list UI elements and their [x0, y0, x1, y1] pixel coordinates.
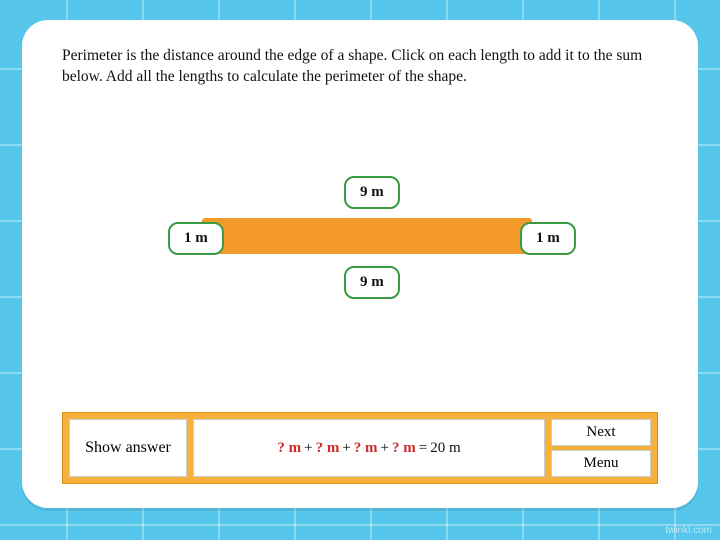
equation-result: 20 m	[430, 440, 460, 457]
side-label-left[interactable]: 1 m	[168, 222, 224, 255]
bottom-bar: Show answer ? m + ? m + ? m + ? m = 20 m…	[62, 412, 658, 484]
next-button[interactable]: Next	[551, 419, 651, 446]
side-label-top[interactable]: 9 m	[344, 176, 400, 209]
right-buttons: Next Menu	[551, 419, 651, 477]
equation-op-3: +	[381, 440, 389, 457]
watermark: twinkl.com	[665, 525, 712, 536]
equation-term-1: ? m	[277, 440, 301, 457]
equation-op-2: +	[342, 440, 350, 457]
perimeter-shape	[202, 218, 532, 254]
side-label-bottom[interactable]: 9 m	[344, 266, 400, 299]
equation-op-1: +	[304, 440, 312, 457]
show-answer-button[interactable]: Show answer	[69, 419, 187, 477]
equation-term-2: ? m	[316, 440, 340, 457]
equation-term-4: ? m	[392, 440, 416, 457]
side-label-right[interactable]: 1 m	[520, 222, 576, 255]
menu-button[interactable]: Menu	[551, 450, 651, 477]
content-card: Perimeter is the distance around the edg…	[22, 20, 698, 508]
equation-display: ? m + ? m + ? m + ? m = 20 m	[193, 419, 545, 477]
shape-area: 9 m 9 m 1 m 1 m	[62, 138, 658, 358]
equation-equals: =	[419, 440, 427, 457]
equation-term-3: ? m	[354, 440, 378, 457]
instructions-text: Perimeter is the distance around the edg…	[62, 46, 658, 88]
